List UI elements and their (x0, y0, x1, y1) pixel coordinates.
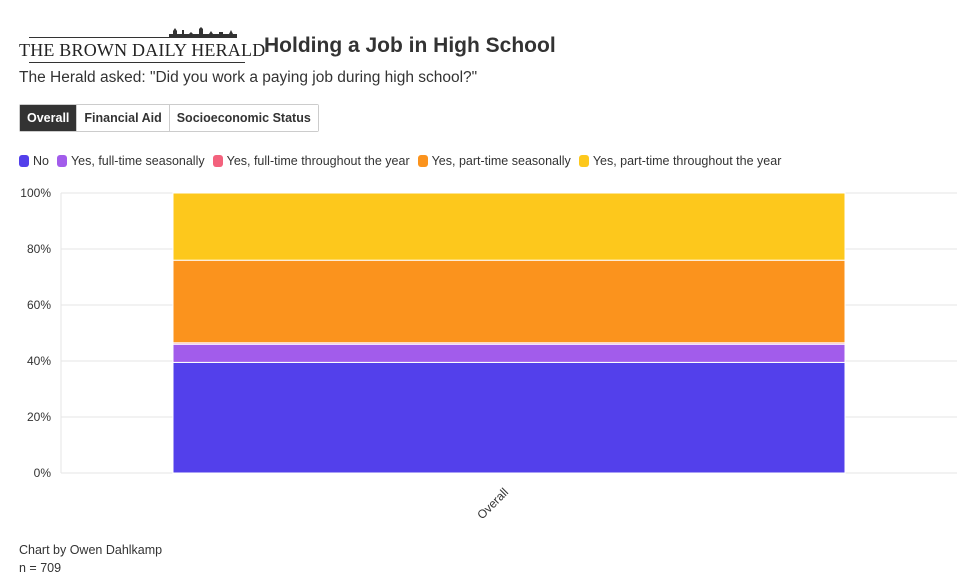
stacked-bar-chart: 0% 20% 40% 60% 80% 100% Overall (20, 186, 957, 522)
legend-label: Yes, full-time seasonally (70, 154, 205, 168)
chart-title: Holding a Job in High School (264, 34, 556, 57)
tab-financial-aid[interactable]: Financial Aid (76, 105, 169, 131)
chart-subtitle: The Herald asked: "Did you work a paying… (19, 69, 478, 86)
legend-swatch (19, 155, 29, 167)
y-tick-label: 0% (34, 466, 52, 480)
legend-label: Yes, full-time throughout the year (226, 154, 410, 168)
legend-label: Yes, part-time throughout the year (592, 154, 782, 168)
legend-item-full-time-seasonally[interactable]: Yes, full-time seasonally (56, 154, 205, 168)
y-tick-label: 100% (20, 186, 51, 200)
legend-label: Yes, part-time seasonally (431, 154, 571, 168)
legend-swatch (417, 155, 428, 167)
tab-overall[interactable]: Overall (20, 105, 77, 131)
logo-wordmark: THE BROWN DAILY HERALD (19, 40, 266, 60)
y-tick-label: 40% (27, 354, 51, 368)
bar-segment (172, 343, 846, 363)
bar-segment (172, 259, 846, 344)
y-tick-label: 20% (27, 410, 51, 424)
tab-socioeconomic-status[interactable]: Socioeconomic Status (168, 105, 318, 131)
logo-rule-bottom (29, 62, 245, 63)
x-tick-label: Overall (474, 485, 511, 522)
legend-item-no[interactable]: No (19, 154, 49, 168)
legend-swatch (212, 155, 223, 167)
view-tabs: Overall Financial Aid Socioeconomic Stat… (19, 104, 319, 132)
chart-credit: Chart by Owen Dahlkamp (19, 543, 163, 557)
legend: No Yes, full-time seasonally Yes, full-t… (19, 154, 789, 168)
bar-segment (172, 361, 846, 474)
sample-size: n = 709 (19, 561, 62, 575)
skyline-icon (169, 27, 237, 37)
y-tick-label: 80% (27, 242, 51, 256)
bar-segment (172, 192, 846, 261)
legend-item-part-time-seasonally[interactable]: Yes, part-time seasonally (417, 154, 571, 168)
brown-daily-herald-logo: THE BROWN DAILY HERALD (19, 27, 266, 65)
legend-swatch (578, 155, 589, 167)
legend-item-part-time-throughout-year[interactable]: Yes, part-time throughout the year (578, 154, 782, 168)
footer: Chart by Owen Dahlkamp n = 709 (19, 541, 162, 577)
y-tick-label: 60% (27, 298, 51, 312)
header: THE BROWN DAILY HERALD Holding a Job in … (19, 26, 556, 66)
legend-swatch (56, 155, 67, 167)
legend-label: No (33, 154, 49, 168)
legend-item-full-time-throughout-year[interactable]: Yes, full-time throughout the year (212, 154, 410, 168)
logo-rule-top (29, 37, 237, 38)
